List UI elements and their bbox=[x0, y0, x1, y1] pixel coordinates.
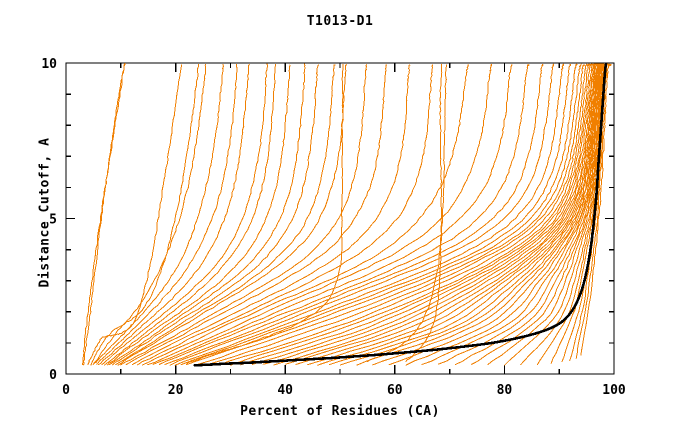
prediction-curve bbox=[117, 64, 347, 366]
prediction-curve bbox=[174, 63, 565, 366]
prediction-curve bbox=[115, 64, 336, 366]
prediction-curve bbox=[284, 63, 598, 365]
prediction-curve bbox=[98, 64, 250, 365]
prediction-curve bbox=[186, 63, 344, 365]
prediction-curve bbox=[169, 63, 555, 366]
x-tick-label: 0 bbox=[62, 383, 70, 398]
prediction-curve bbox=[230, 63, 590, 366]
prediction-curve bbox=[152, 64, 513, 365]
data-curves bbox=[82, 63, 612, 367]
x-tick-label: 80 bbox=[497, 383, 513, 398]
prediction-curve bbox=[83, 63, 126, 366]
prediction-curve bbox=[437, 63, 604, 365]
prediction-curve bbox=[90, 63, 200, 366]
prediction-curve bbox=[107, 64, 291, 366]
prediction-curve bbox=[92, 64, 224, 365]
prediction-curve bbox=[251, 63, 594, 365]
reference-curve bbox=[193, 63, 608, 367]
y-tick-label: 5 bbox=[49, 213, 57, 228]
prediction-curve bbox=[185, 63, 578, 366]
prediction-curve bbox=[356, 63, 602, 366]
prediction-curve bbox=[580, 63, 612, 356]
prediction-curve bbox=[388, 63, 603, 366]
axis-ticks bbox=[65, 62, 615, 375]
y-tick-label: 10 bbox=[41, 57, 57, 72]
prediction-curve bbox=[262, 63, 596, 365]
prediction-curve bbox=[240, 63, 593, 366]
prediction-curve bbox=[120, 64, 368, 366]
prediction-curve bbox=[92, 63, 207, 365]
prediction-curve bbox=[367, 64, 448, 363]
prediction-curve bbox=[101, 63, 269, 366]
y-axis-label: Distance Cutoff, A bbox=[37, 137, 53, 288]
prediction-curve bbox=[164, 64, 544, 365]
prediction-curve bbox=[197, 63, 582, 365]
page-title: T1013-D1 bbox=[306, 14, 374, 29]
prediction-curve bbox=[141, 64, 470, 366]
prediction-curve bbox=[147, 63, 493, 366]
prediction-curve bbox=[219, 63, 588, 366]
prediction-curve bbox=[109, 63, 306, 366]
prediction-curve bbox=[273, 63, 597, 366]
prediction-curve bbox=[137, 64, 434, 366]
prediction-curve bbox=[87, 64, 182, 366]
prediction-curve bbox=[158, 64, 530, 365]
prediction-curve bbox=[125, 64, 387, 366]
prediction-curve bbox=[82, 63, 126, 365]
prediction-curve bbox=[131, 64, 411, 366]
plot-frame bbox=[65, 62, 615, 375]
x-tick-label: 40 bbox=[277, 383, 293, 398]
x-axis-label: Percent of Residues (CA) bbox=[240, 404, 440, 419]
prediction-curve bbox=[96, 63, 238, 365]
prediction-curve bbox=[104, 64, 276, 366]
prediction-curve bbox=[180, 63, 571, 366]
prediction-curve bbox=[112, 64, 320, 366]
prediction-curve bbox=[471, 63, 605, 365]
prediction-curve bbox=[295, 63, 599, 365]
x-tick-label: 60 bbox=[387, 383, 403, 398]
prediction-curve bbox=[207, 63, 585, 365]
x-tick-label: 100 bbox=[602, 383, 626, 398]
y-tick-label: 0 bbox=[49, 368, 57, 383]
x-tick-label: 20 bbox=[168, 383, 184, 398]
